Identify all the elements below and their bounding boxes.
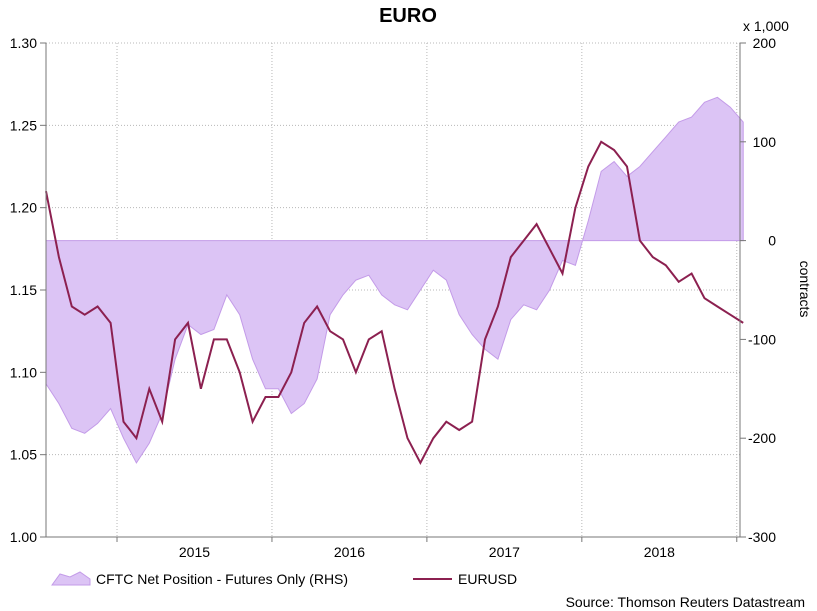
x-tick-label: 2016 [334, 544, 365, 560]
right-tick-label: -100 [748, 331, 776, 347]
right-tick-label: 100 [753, 134, 777, 150]
x-axis-ticks: 2015 2016 2017 2018 [116, 537, 738, 560]
left-axis-ticks: 1.30 1.25 1.20 1.15 1.10 1.05 1.00 [10, 35, 46, 545]
eurusd-line [45, 140, 744, 466]
x-tick-label: 2018 [644, 544, 675, 560]
left-tick-label: 1.20 [10, 200, 37, 216]
legend: CFTC Net Position - Futures Only (RHS) E… [51, 571, 517, 587]
plot-area [45, 42, 744, 538]
left-tick-label: 1.00 [10, 529, 37, 545]
left-tick-label: 1.10 [10, 364, 37, 380]
right-axis-ticks: 200 100 0 -100 -200 -300 [740, 35, 776, 545]
legend-label-cftc: CFTC Net Position - Futures Only (RHS) [96, 571, 348, 587]
right-axis-label: contracts [797, 261, 813, 318]
right-tick-label: 0 [768, 233, 776, 249]
left-tick-label: 1.30 [10, 35, 37, 51]
legend-item-cftc: CFTC Net Position - Futures Only (RHS) [51, 571, 348, 587]
legend-item-eurusd: EURUSD [413, 571, 517, 587]
left-tick-label: 1.25 [10, 117, 37, 133]
cftc-net-position-area [45, 96, 744, 464]
legend-label-eurusd: EURUSD [458, 571, 517, 587]
right-tick-label: -300 [748, 529, 776, 545]
legend-swatch-area [51, 571, 91, 586]
right-tick-label: 200 [753, 35, 777, 51]
chart-title: EURO [379, 5, 437, 27]
x-tick-label: 2017 [489, 544, 520, 560]
right-tick-label: -200 [748, 430, 776, 446]
source-note: Source: Thomson Reuters Datastream [566, 594, 805, 610]
right-axis-multiplier: x 1,000 [743, 18, 789, 34]
left-tick-label: 1.05 [10, 447, 37, 463]
left-tick-label: 1.15 [10, 282, 37, 298]
x-tick-label: 2015 [179, 544, 210, 560]
